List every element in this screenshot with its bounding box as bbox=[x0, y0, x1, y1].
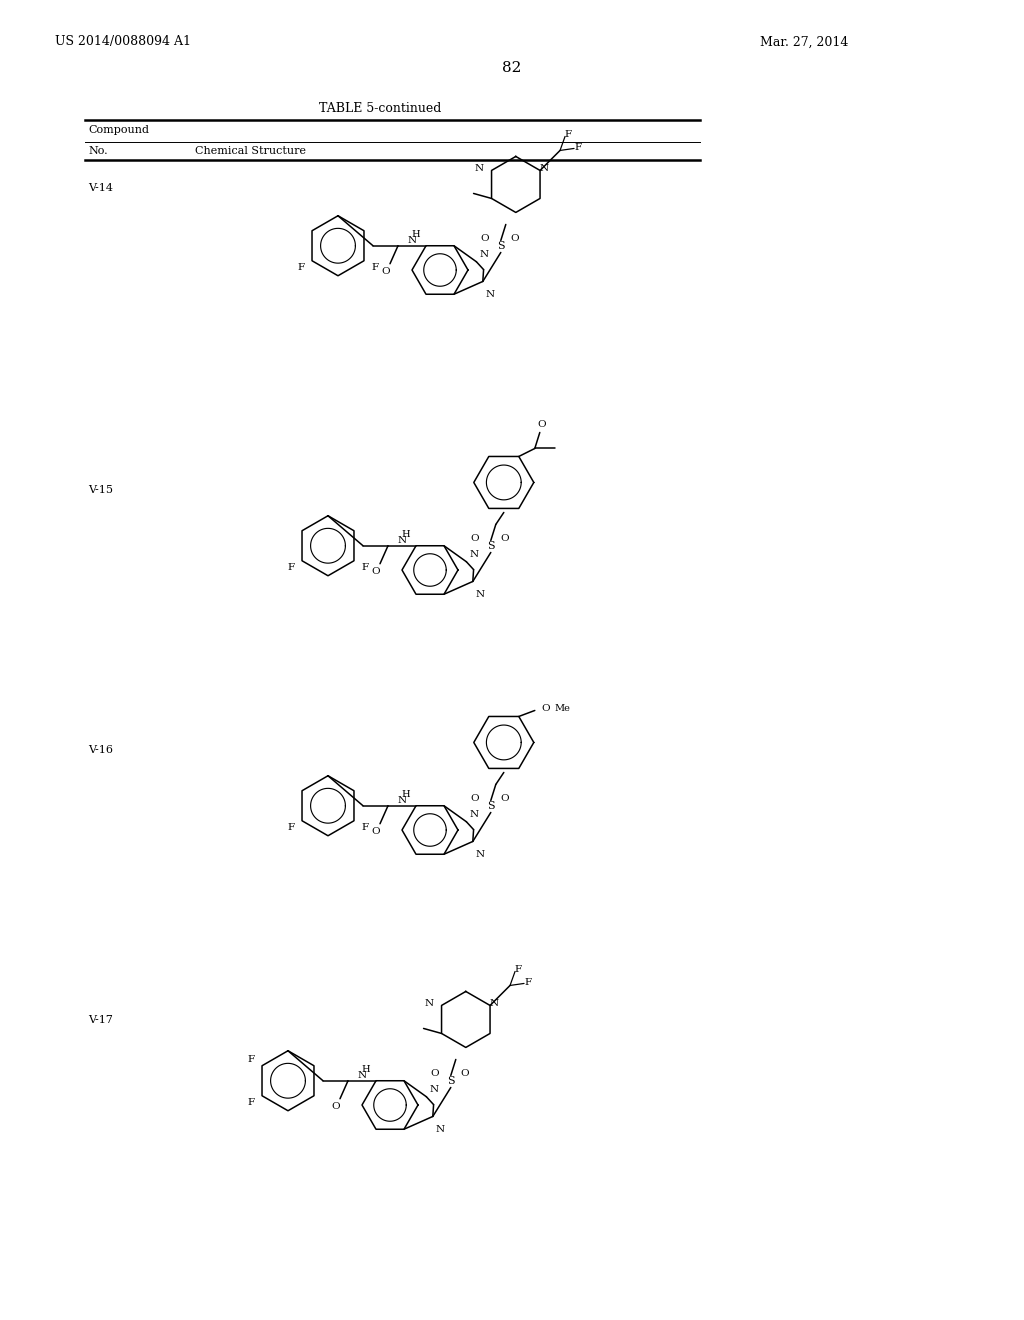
Text: O: O bbox=[332, 1102, 340, 1111]
Text: S: S bbox=[487, 541, 495, 552]
Text: N: N bbox=[489, 999, 499, 1008]
Text: O: O bbox=[501, 535, 509, 543]
Text: N: N bbox=[540, 164, 549, 173]
Text: H: H bbox=[412, 230, 420, 239]
Text: N: N bbox=[469, 549, 478, 558]
Text: N: N bbox=[476, 590, 485, 599]
Text: V-17: V-17 bbox=[88, 1015, 113, 1026]
Text: F: F bbox=[372, 263, 379, 272]
Text: N: N bbox=[485, 290, 495, 300]
Text: S: S bbox=[447, 1076, 455, 1086]
Text: N: N bbox=[475, 164, 484, 173]
Text: F: F bbox=[514, 965, 521, 974]
Text: F: F bbox=[524, 978, 531, 987]
Text: O: O bbox=[461, 1069, 469, 1078]
Text: N: N bbox=[429, 1085, 438, 1094]
Text: F: F bbox=[574, 143, 582, 152]
Text: F: F bbox=[361, 822, 369, 832]
Text: N: N bbox=[397, 796, 407, 805]
Text: N: N bbox=[425, 999, 434, 1008]
Text: O: O bbox=[511, 234, 519, 243]
Text: N: N bbox=[476, 850, 485, 859]
Text: F: F bbox=[297, 263, 304, 272]
Text: H: H bbox=[401, 531, 411, 540]
Text: TABLE 5-continued: TABLE 5-continued bbox=[318, 102, 441, 115]
Text: F: F bbox=[287, 822, 294, 832]
Text: F: F bbox=[564, 129, 571, 139]
Text: Compound: Compound bbox=[88, 125, 150, 135]
Text: F: F bbox=[287, 562, 294, 572]
Text: O: O bbox=[470, 793, 479, 803]
Text: Chemical Structure: Chemical Structure bbox=[195, 147, 306, 156]
Text: F: F bbox=[247, 1055, 254, 1064]
Text: N: N bbox=[408, 236, 417, 246]
Text: H: H bbox=[401, 791, 411, 799]
Text: N: N bbox=[397, 536, 407, 545]
Text: O: O bbox=[372, 568, 380, 577]
Text: F: F bbox=[247, 1098, 254, 1106]
Text: US 2014/0088094 A1: US 2014/0088094 A1 bbox=[55, 36, 191, 49]
Text: O: O bbox=[372, 828, 380, 837]
Text: O: O bbox=[501, 793, 509, 803]
Text: O: O bbox=[538, 420, 546, 429]
Text: S: S bbox=[487, 801, 495, 812]
Text: H: H bbox=[361, 1065, 371, 1074]
Text: N: N bbox=[469, 809, 478, 818]
Text: O: O bbox=[542, 704, 551, 713]
Text: Me: Me bbox=[555, 704, 570, 713]
Text: O: O bbox=[470, 535, 479, 543]
Text: V-14: V-14 bbox=[88, 183, 113, 193]
Text: F: F bbox=[361, 562, 369, 572]
Text: O: O bbox=[480, 234, 489, 243]
Text: Mar. 27, 2014: Mar. 27, 2014 bbox=[760, 36, 848, 49]
Text: S: S bbox=[497, 242, 505, 251]
Text: O: O bbox=[430, 1069, 439, 1078]
Text: N: N bbox=[357, 1072, 367, 1080]
Text: 82: 82 bbox=[503, 61, 521, 75]
Text: No.: No. bbox=[88, 147, 108, 156]
Text: N: N bbox=[479, 249, 488, 259]
Text: N: N bbox=[436, 1126, 444, 1134]
Text: V-16: V-16 bbox=[88, 744, 113, 755]
Text: O: O bbox=[382, 267, 390, 276]
Text: V-15: V-15 bbox=[88, 484, 113, 495]
